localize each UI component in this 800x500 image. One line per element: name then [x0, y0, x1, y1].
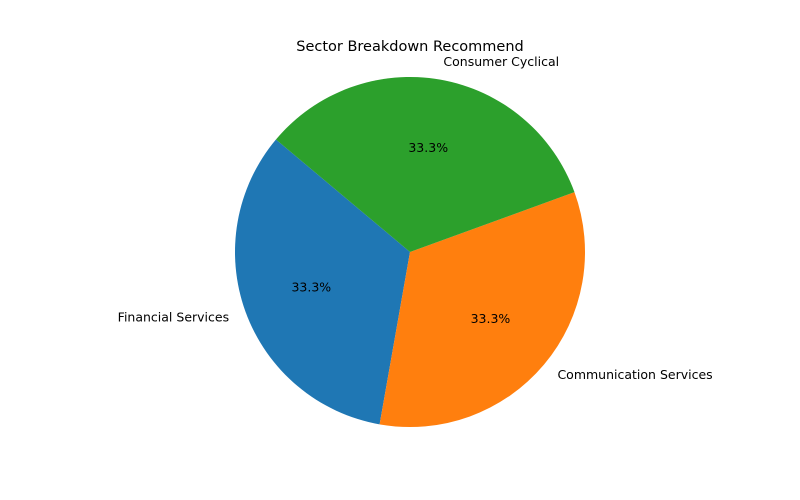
slice-percent-communication-services: 33.3% [471, 311, 511, 326]
slice-percent-financial-services: 33.3% [291, 279, 331, 294]
slice-percent-consumer-cyclical: 33.3% [408, 140, 448, 155]
pie-slice-consumer-cyclical [275, 76, 575, 252]
slice-label-communication-services: Communication Services [557, 367, 712, 382]
chart-title: Sector Breakdown Recommend [296, 39, 524, 55]
slice-label-financial-services: Financial Services [118, 309, 229, 324]
pie-labels: Financial Services 33.3% Communication Ser… [118, 54, 713, 382]
pie-slice-financial-services [235, 139, 410, 425]
slice-label-consumer-cyclical: Consumer Cyclical [443, 54, 559, 69]
pie-slices [235, 76, 586, 428]
pie-slice-communication-services [379, 192, 586, 428]
